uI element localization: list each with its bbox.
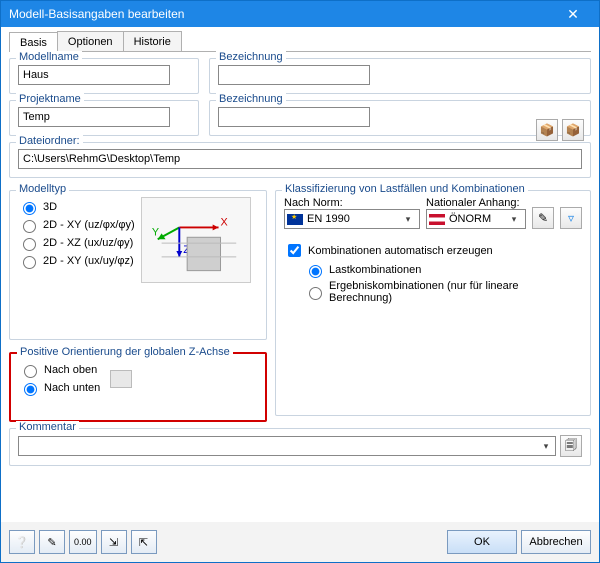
folder-browse-icon[interactable]: 📦 [562,119,584,141]
export-excel-icon[interactable]: ⇲ [101,530,127,554]
flag-eu-icon [287,214,303,225]
norm-filter-icon[interactable]: ▿ [560,207,582,229]
radio-2d-xz[interactable]: 2D - XZ (ux/uz/φy) [18,235,135,251]
modelltyp-radios: 3D 2D - XY (uz/φx/φy) 2D - XZ (ux/uz/φy)… [18,197,135,283]
zachse-icon[interactable] [110,370,132,388]
edit-icon[interactable]: ✎ [39,530,65,554]
modelltyp-preview: X Y Z [141,197,251,283]
radio-nach-unten[interactable]: Nach unten [19,380,100,396]
chevron-down-icon: ▾ [507,212,521,226]
norm-label: Nach Norm: [284,197,420,209]
radio-lastkomb[interactable]: Lastkombinationen [304,262,582,278]
dateiordner-input[interactable] [18,149,582,169]
radio-ergebniskomb[interactable]: Ergebniskombinationen (nur für lineare B… [304,280,582,304]
tab-historie[interactable]: Historie [123,31,182,51]
kommentar-combo[interactable]: ▾ [18,436,556,456]
radio-nach-oben[interactable]: Nach oben [19,362,100,378]
window-title: Modell-Basisangaben bearbeiten [9,7,555,21]
ok-button[interactable]: OK [447,530,517,554]
norm-select[interactable]: EN 1990 ▾ [284,209,420,229]
chevron-down-icon: ▾ [401,212,415,226]
radio-2d-xy2[interactable]: 2D - XY (ux/uy/φz) [18,253,135,269]
kommentar-pick-icon[interactable]: 🗐 [560,435,582,457]
zachse-legend: Positive Orientierung der globalen Z-Ach… [17,346,233,358]
chk-auto-komb[interactable]: Kombinationen automatisch erzeugen [284,241,582,260]
modellname-input[interactable] [18,65,170,85]
bezeichnung2-input[interactable] [218,107,370,127]
svg-text:X: X [220,216,227,228]
klass-legend: Klassifizierung von Lastfällen und Kombi… [282,183,528,195]
modellname-label: Modellname [16,51,82,63]
tab-strip: Basis Optionen Historie [9,31,591,52]
norm-edit-icon[interactable]: ✎ [532,207,554,229]
kommentar-legend: Kommentar [16,421,79,433]
svg-text:Y: Y [152,226,159,238]
bezeichnung1-input[interactable] [218,65,370,85]
tab-basis[interactable]: Basis [9,32,58,52]
anhang-select[interactable]: ÖNORM ▾ [426,209,526,229]
folder-open-icon[interactable]: 📦 [536,119,558,141]
bezeichnung2-label: Bezeichnung [216,93,286,105]
help-icon[interactable]: ❔ [9,530,35,554]
projektname-input[interactable] [18,107,170,127]
dateiordner-label: Dateiordner: [16,135,83,147]
close-icon[interactable]: ✕ [555,6,591,23]
chevron-down-icon: ▾ [539,439,553,453]
flag-at-icon [429,214,445,225]
radio-2d-xy[interactable]: 2D - XY (uz/φx/φy) [18,217,135,233]
bezeichnung1-label: Bezeichnung [216,51,286,63]
titlebar: Modell-Basisangaben bearbeiten ✕ [1,1,599,27]
anhang-label: Nationaler Anhang: [426,197,526,209]
units-icon[interactable]: 0.00 [69,530,97,554]
footer-toolbar: ❔ ✎ 0.00 ⇲ ⇱ OK Abbrechen [1,522,599,562]
tab-optionen[interactable]: Optionen [57,31,124,51]
projektname-label: Projektname [16,93,84,105]
import-icon[interactable]: ⇱ [131,530,157,554]
radio-3d[interactable]: 3D [18,199,135,215]
modelltyp-legend: Modelltyp [16,183,69,195]
cancel-button[interactable]: Abbrechen [521,530,591,554]
